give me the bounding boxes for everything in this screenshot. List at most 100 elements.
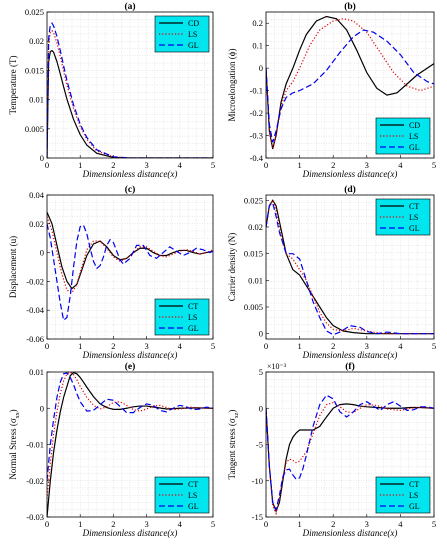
y-tick-label: 0.005	[25, 124, 44, 134]
x-axis-label: Dimensionless distance(x)	[82, 169, 178, 179]
y-axis-label: Tangent stress (σxz)	[227, 410, 240, 480]
y-tick-label: -0.02	[26, 276, 44, 286]
legend-label: GL	[188, 41, 199, 50]
x-tick-label: 1	[297, 160, 301, 170]
x-tick-label: 4	[178, 519, 183, 529]
legend-label: CT	[188, 302, 198, 311]
y-tick-label: 0	[259, 63, 263, 73]
x-tick-label: 4	[398, 341, 403, 351]
series-line-ls	[266, 18, 434, 149]
x-tick-label: 0	[45, 519, 49, 529]
y-tick-label: 0.025	[25, 7, 44, 17]
x-tick-label: 3	[144, 160, 148, 170]
legend-label: CD	[188, 19, 199, 28]
x-tick-label: 4	[178, 160, 183, 170]
y-tick-label: 0.015	[244, 249, 263, 259]
legend-label: CT	[409, 202, 419, 211]
y-tick-label: -5	[256, 440, 263, 450]
chart-title: (b)	[344, 1, 356, 12]
legend: CT LS GL	[154, 298, 210, 336]
y-tick-label: -15	[252, 512, 263, 522]
chart-title: (c)	[125, 184, 136, 195]
x-tick-label: 5	[432, 160, 436, 170]
x-tick-label: 4	[398, 160, 403, 170]
x-tick-label: 3	[365, 341, 369, 351]
y-axis-label: Carrier density (N)	[227, 233, 237, 301]
legend-label: GL	[409, 502, 420, 511]
grid	[265, 194, 435, 340]
x-tick-label: 2	[331, 519, 335, 529]
x-tick-label: 1	[297, 519, 301, 529]
series-line-ls	[47, 29, 213, 158]
y-axis-label: Temperature (T)	[8, 55, 18, 114]
x-tick-label: 2	[111, 519, 115, 529]
plot-frame	[46, 194, 214, 340]
chart-e: 0 1 2 3 4 5 -0.03 -0.02 -0.01 0 0.01 (e) Dimensionle…	[8, 361, 215, 538]
y-tick-label: -0.2	[250, 108, 263, 118]
chart-title: (a)	[124, 1, 135, 12]
x-tick-label: 0	[264, 160, 268, 170]
x-axis-label: Dimensionless distance(x)	[302, 350, 398, 360]
svg-text:Displacement (u): Displacement (u)	[8, 236, 18, 298]
y-tick-label: 0	[259, 329, 263, 339]
y-tick-label: 0.01	[29, 95, 44, 105]
x-tick-label: 3	[365, 160, 369, 170]
x-tick-label: 4	[398, 519, 403, 529]
chart-title: (f)	[345, 361, 355, 372]
y-tick-label: 0.2	[252, 18, 263, 28]
plot-frame	[265, 194, 435, 340]
x-axis-label: Dimensionless distance(x)	[82, 528, 178, 538]
chart-f: 0 1 2 3 4 5 -15 -10 -5 0 5 (f) Dimensionless distanc…	[227, 361, 436, 538]
legend-label: LS	[188, 313, 197, 322]
y-tick-label: -0.01	[26, 440, 44, 450]
x-axis-label: Dimensionless distance(x)	[302, 528, 398, 538]
x-tick-label: 5	[432, 519, 436, 529]
plot-frame	[265, 11, 435, 159]
chart-c: 0 1 2 3 4 5 -0.06 -0.04 -0.02 0 0.02 0.04 (c) Dimensi…	[8, 184, 215, 360]
x-tick-label: 1	[297, 341, 301, 351]
series-line-cd	[47, 49, 213, 158]
x-tick-label: 5	[432, 341, 436, 351]
legend-label: GL	[409, 224, 420, 233]
x-tick-label: 1	[78, 160, 82, 170]
legend: CD LS GL	[375, 117, 431, 155]
x-tick-label: 1	[78, 341, 82, 351]
legend-label: CT	[188, 480, 198, 489]
y-tick-label: -10	[252, 476, 263, 486]
y-tick-label: -0.1	[250, 86, 263, 96]
legend-label: CD	[409, 121, 420, 130]
x-tick-label: 0	[264, 341, 268, 351]
y-tick-label: 5	[259, 367, 263, 377]
y-tick-label: 0.01	[29, 367, 44, 377]
x-tick-label: 1	[78, 519, 82, 529]
y-tick-label: 0.025	[244, 195, 263, 205]
y-tick-label: 0.015	[25, 65, 44, 75]
y-tick-label: 0.02	[29, 36, 44, 46]
plot-frame	[46, 11, 214, 159]
y-tick-label: -0.02	[26, 476, 44, 486]
svg-text:Temperature (T): Temperature (T)	[8, 55, 18, 114]
series-line-ct	[47, 372, 213, 517]
legend-label: LS	[409, 491, 418, 500]
y-tick-label: -0.03	[26, 512, 44, 522]
x-tick-label: 2	[111, 160, 115, 170]
y-axis-label: Normal Stress (σxx)	[8, 409, 21, 479]
legend-label: CT	[409, 480, 419, 489]
series-line-ct	[47, 212, 213, 290]
x-tick-label: 5	[211, 160, 215, 170]
legend: CD LS GL	[154, 15, 210, 53]
y-axis-label: Displacement (u)	[8, 236, 18, 298]
chart-title: (d)	[344, 184, 356, 195]
y-tick-label: 0.01	[248, 275, 263, 285]
svg-text:Tangent stress (σxz): Tangent stress (σxz)	[227, 410, 240, 480]
x-tick-label: 4	[178, 341, 183, 351]
y-tick-label: 0.1	[252, 41, 263, 51]
y-tick-label: 0	[40, 153, 44, 163]
x-tick-label: 3	[144, 341, 148, 351]
y-tick-label: 0.04	[29, 190, 45, 200]
x-tick-label: 2	[111, 341, 115, 351]
chart-a: 0 1 2 3 4 5 0 0.005 0.01 0.015 0.02 0.025 (a) Dimensi…	[8, 1, 215, 179]
x-tick-label: 0	[264, 519, 268, 529]
x-tick-label: 5	[211, 341, 215, 351]
